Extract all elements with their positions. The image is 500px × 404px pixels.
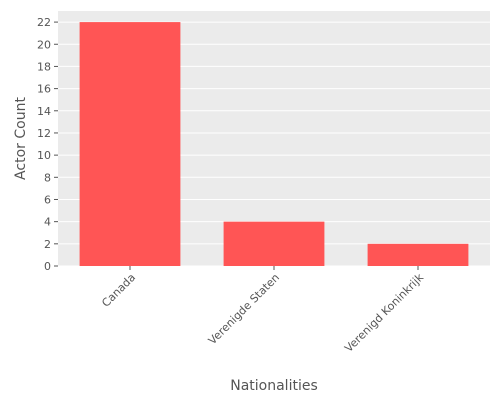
x-axis: Canada Verenigde Staten Verenigd Koninkrij…	[99, 266, 427, 355]
x-tick-label: Verenigd Koninkrijk	[342, 270, 426, 354]
y-tick-label: 14	[37, 105, 51, 118]
y-axis: 0 2 4 6 8 10 12 14 16 18 20 22	[37, 16, 58, 273]
y-tick-label: 16	[37, 83, 51, 96]
bar-canada	[79, 22, 181, 266]
y-tick-label: 20	[37, 38, 51, 51]
x-tick-label: Canada	[99, 271, 138, 310]
y-tick-label: 4	[44, 216, 51, 229]
y-tick-label: 10	[37, 149, 51, 162]
bars	[79, 22, 469, 266]
y-tick-label: 18	[37, 60, 51, 73]
y-tick-label: 0	[44, 260, 51, 273]
bar-verenigd-koninkrijk	[367, 243, 469, 266]
y-tick-label: 22	[37, 16, 51, 29]
x-axis-title: Nationalities	[230, 378, 318, 394]
y-tick-label: 12	[37, 127, 51, 140]
y-tick-label: 2	[44, 238, 51, 251]
y-axis-title: Actor Count	[13, 97, 29, 180]
y-tick-label: 6	[44, 193, 51, 206]
bar-verenigde-staten	[223, 221, 325, 266]
x-tick-label: Verenigde Staten	[206, 271, 282, 347]
y-tick-label: 8	[44, 171, 51, 184]
